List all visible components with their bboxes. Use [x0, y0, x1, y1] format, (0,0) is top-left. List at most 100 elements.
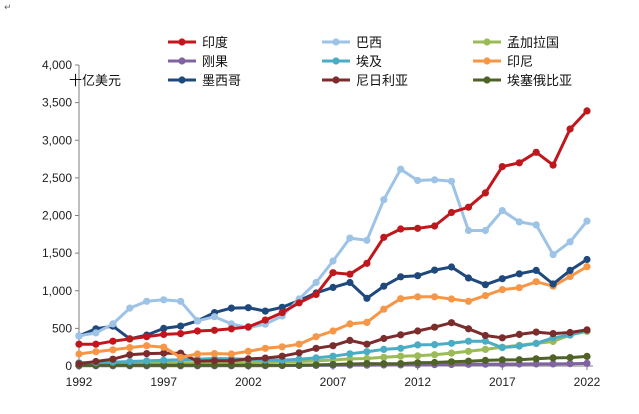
data-point	[447, 339, 456, 347]
data-point	[380, 345, 388, 353]
legend-item: 印尼	[473, 55, 533, 70]
series-埃塞俄比亚	[75, 352, 591, 369]
data-point	[363, 259, 371, 267]
legend-label: 墨西哥	[202, 74, 241, 89]
data-point	[261, 354, 269, 362]
data-point	[312, 344, 320, 352]
data-point	[447, 319, 456, 327]
data-point	[566, 354, 574, 362]
data-point	[75, 340, 83, 348]
data-point	[414, 341, 422, 349]
data-point	[397, 295, 405, 303]
data-point	[329, 360, 337, 369]
data-point	[549, 280, 557, 288]
data-point	[346, 320, 354, 328]
data-point	[329, 327, 337, 335]
data-point	[397, 344, 405, 352]
data-point	[346, 350, 354, 358]
legend-item: 孟加拉国	[473, 36, 559, 51]
data-point	[414, 359, 422, 367]
data-point	[329, 342, 337, 350]
data-point	[414, 293, 422, 301]
data-point	[464, 203, 473, 211]
data-point	[380, 282, 388, 290]
data-point	[244, 361, 252, 369]
data-point	[447, 263, 456, 271]
data-point	[549, 360, 557, 368]
data-point	[193, 317, 202, 325]
data-point	[431, 222, 439, 230]
data-point	[431, 351, 439, 359]
data-point	[431, 341, 439, 349]
data-point	[549, 251, 557, 259]
data-point	[447, 208, 456, 217]
data-point	[261, 316, 269, 324]
data-point	[126, 351, 134, 359]
data-point	[143, 297, 151, 305]
data-point	[278, 352, 286, 360]
data-point	[227, 350, 235, 358]
data-point	[566, 272, 574, 281]
legend-item: 巴西	[322, 36, 382, 51]
data-point	[210, 326, 219, 334]
data-point	[397, 165, 405, 173]
legend-label: 埃及	[356, 55, 382, 70]
y-tick-label: 2,000	[42, 209, 72, 223]
data-point	[278, 303, 286, 311]
data-point	[464, 325, 473, 333]
data-point	[566, 360, 574, 368]
data-point	[464, 347, 473, 355]
data-point	[363, 348, 371, 356]
data-point	[515, 342, 523, 350]
data-point	[126, 344, 134, 352]
data-point	[431, 293, 439, 301]
data-point	[126, 335, 134, 343]
data-point	[329, 352, 337, 360]
y-tick-label: 2,500	[42, 171, 72, 185]
data-point	[532, 355, 540, 363]
data-point	[75, 332, 83, 340]
data-point	[566, 266, 574, 274]
data-point	[380, 305, 388, 313]
data-point	[397, 360, 405, 368]
data-point	[566, 238, 574, 246]
data-point	[278, 361, 286, 369]
data-point	[380, 196, 388, 204]
data-point	[583, 359, 591, 367]
data-point	[312, 290, 320, 299]
data-point	[498, 344, 506, 352]
data-point	[397, 352, 405, 360]
data-point	[532, 339, 540, 347]
data-point	[244, 355, 252, 363]
legend-swatch-marker	[332, 57, 340, 65]
data-point	[363, 354, 371, 363]
data-point	[75, 350, 83, 358]
y-tick-label: 4,000	[42, 58, 72, 72]
data-point	[414, 272, 422, 280]
data-point	[143, 333, 151, 341]
series-layer	[75, 107, 591, 370]
legend-swatch-marker	[483, 57, 491, 65]
y-tick-label: 1,000	[42, 284, 72, 298]
data-point	[346, 355, 354, 363]
legend-label: 尼日利亚	[356, 74, 408, 89]
x-tick-label: 2002	[235, 375, 262, 389]
data-point	[583, 107, 591, 115]
data-point	[481, 292, 489, 300]
data-point	[414, 224, 422, 232]
data-point	[177, 353, 185, 361]
data-point	[464, 226, 473, 235]
data-point	[109, 337, 117, 345]
data-point	[363, 340, 371, 348]
data-point	[363, 360, 371, 368]
series-line	[78, 167, 589, 338]
data-point	[515, 330, 523, 338]
data-point	[227, 325, 235, 333]
data-point	[244, 323, 252, 331]
data-point	[244, 304, 252, 312]
data-point	[464, 274, 473, 282]
data-point	[481, 337, 489, 345]
data-point	[312, 278, 320, 287]
data-point	[177, 361, 185, 369]
data-point	[160, 330, 168, 338]
